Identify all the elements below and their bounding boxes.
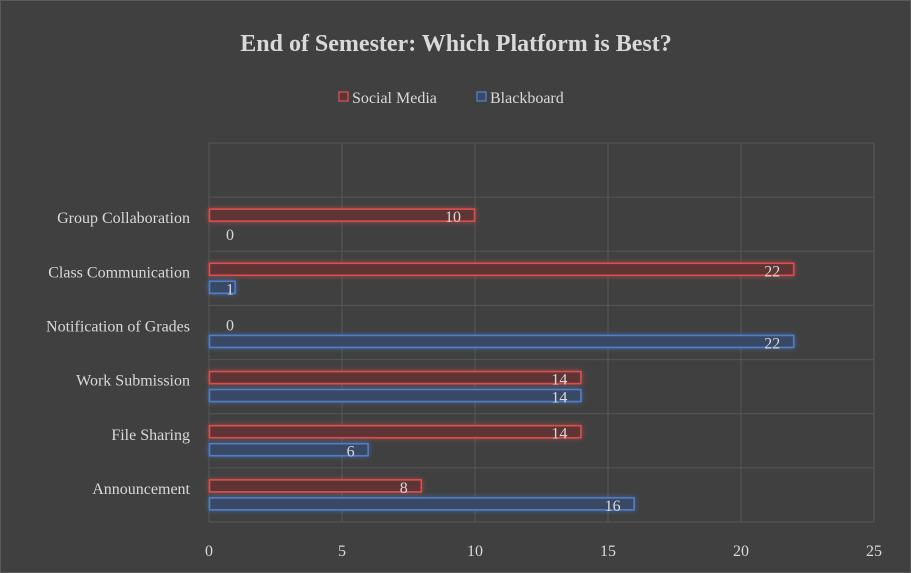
x-tick-labels: 0 5 10 15 20 25	[205, 543, 882, 560]
data-label: 0	[226, 227, 234, 244]
x-tick-label: 10	[467, 543, 483, 560]
x-tick-label: 15	[600, 543, 616, 560]
data-label: 14	[551, 372, 567, 389]
data-label: 8	[400, 480, 408, 497]
x-tick-label: 20	[733, 543, 749, 560]
data-label: 0	[226, 317, 234, 334]
category-label: Class Communication	[48, 264, 190, 281]
bar-social-media	[208, 262, 795, 277]
category-label: File Sharing	[111, 427, 190, 444]
bar-social-media	[208, 424, 582, 439]
chart-title: End of Semester: Which Platform is Best?	[240, 31, 672, 57]
legend: Social Media Blackboard	[338, 90, 564, 107]
data-label: 14	[551, 426, 567, 443]
x-tick-label: 25	[866, 543, 882, 560]
bar-blackboard	[208, 388, 582, 403]
bar-blackboard	[208, 442, 369, 457]
bar-social-media	[208, 208, 476, 222]
category-labels: Announcement File Sharing Work Submission N…	[46, 210, 191, 498]
legend-label: Social Media	[352, 90, 437, 107]
data-label: 1	[226, 281, 234, 298]
data-label: 22	[764, 335, 780, 352]
data-label: 16	[605, 498, 621, 515]
bar-social-media	[208, 370, 582, 385]
bar-blackboard	[208, 334, 795, 349]
data-label: 14	[551, 390, 567, 407]
data-label: 6	[347, 444, 355, 461]
bar-blackboard	[208, 497, 635, 511]
bars	[208, 208, 795, 511]
data-label: 22	[764, 263, 780, 280]
bar-blackboard	[208, 280, 236, 295]
x-tick-label: 5	[338, 543, 346, 560]
legend-swatch-blackboard	[476, 91, 487, 102]
x-tick-label: 0	[205, 543, 213, 560]
data-label: 10	[445, 209, 461, 226]
gridlines	[208, 142, 875, 523]
legend-swatch-social-media	[338, 91, 349, 102]
legend-label: Blackboard	[490, 90, 564, 107]
category-label: Notification of Grades	[46, 319, 190, 336]
bar-social-media	[208, 479, 423, 493]
category-label: Work Submission	[76, 373, 190, 390]
category-label: Group Collaboration	[57, 210, 190, 227]
category-label: Announcement	[92, 481, 190, 498]
